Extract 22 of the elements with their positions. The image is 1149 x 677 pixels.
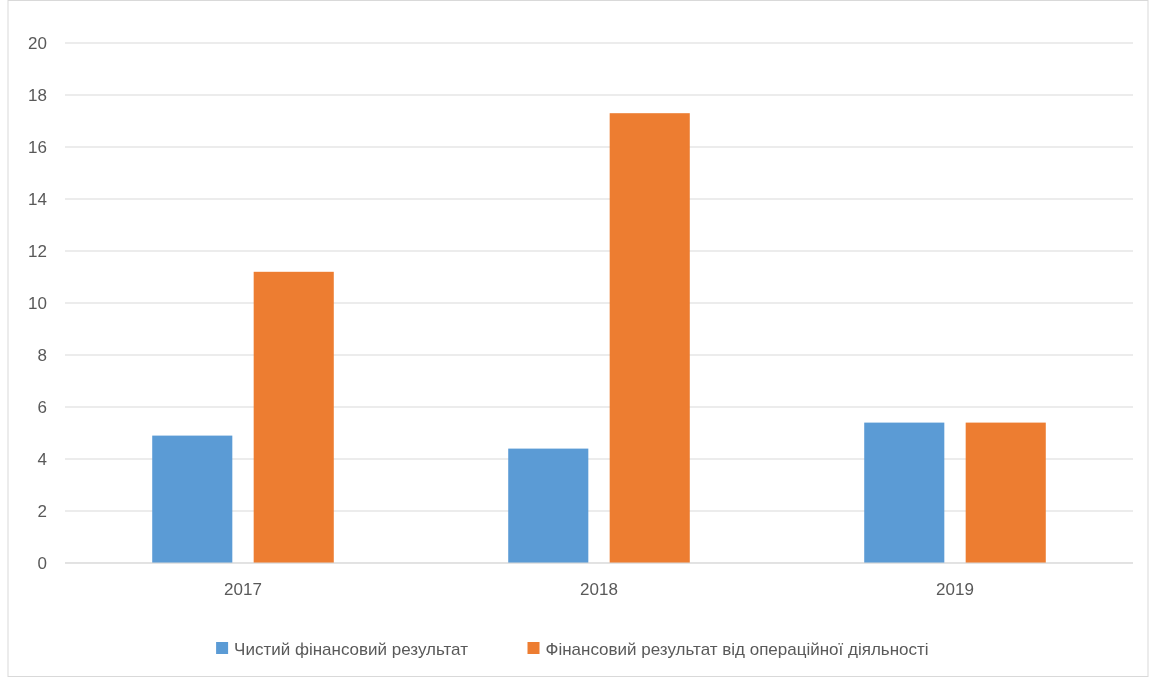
y-tick-label: 8 bbox=[37, 345, 47, 365]
x-tick-label: 2018 bbox=[580, 580, 618, 599]
legend-label: Фінансовий результат від операційної діяльності bbox=[545, 639, 929, 659]
bar bbox=[508, 448, 589, 563]
x-tick-label: 2019 bbox=[936, 580, 974, 599]
y-tick-label: 18 bbox=[28, 85, 47, 105]
y-tick-label: 12 bbox=[28, 241, 47, 261]
y-tick-label: 2 bbox=[37, 501, 47, 521]
y-tick-label: 6 bbox=[37, 397, 47, 417]
x-tick-label: 2017 bbox=[224, 580, 262, 599]
y-tick-label: 0 bbox=[37, 553, 47, 573]
bar bbox=[609, 113, 690, 563]
bar bbox=[253, 271, 334, 563]
y-tick-label: 16 bbox=[28, 137, 47, 157]
bar bbox=[965, 422, 1046, 563]
bar bbox=[864, 422, 945, 563]
y-tick-label: 14 bbox=[28, 189, 47, 209]
legend-label: Чистий фінансовий результат bbox=[234, 639, 469, 659]
y-tick-label: 4 bbox=[37, 449, 47, 469]
bar bbox=[152, 435, 233, 563]
y-tick-label: 10 bbox=[28, 293, 47, 313]
y-tick-label: 20 bbox=[28, 33, 47, 53]
